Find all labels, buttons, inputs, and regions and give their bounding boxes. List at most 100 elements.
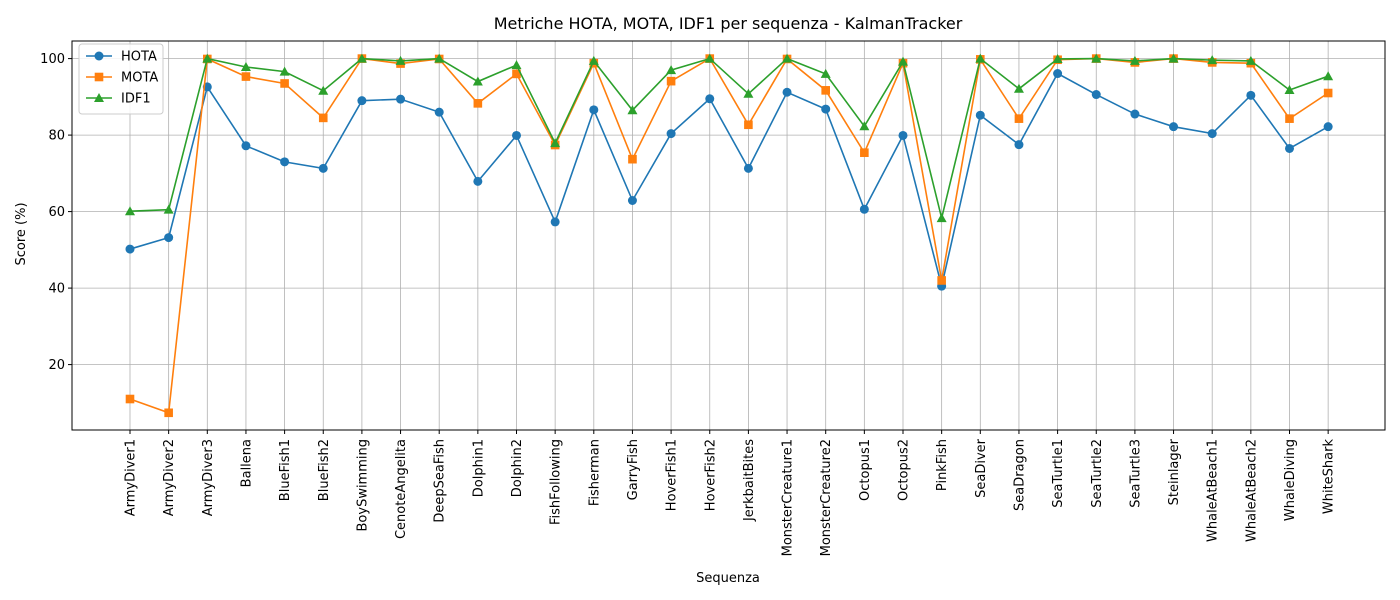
data-point-idf1 xyxy=(318,85,329,95)
data-point-idf1 xyxy=(704,53,715,63)
plot-frame xyxy=(71,40,1386,431)
data-point-mota xyxy=(821,86,830,95)
data-point-idf1 xyxy=(511,60,522,70)
x-tick-label: PinkFish xyxy=(935,439,950,491)
data-point-hota xyxy=(473,176,483,186)
x-tick-label: WhiteShark xyxy=(1322,439,1337,515)
data-point-idf1 xyxy=(820,68,831,78)
data-point-mota xyxy=(318,113,328,123)
data-point-hota xyxy=(550,217,560,227)
chart-title: Metriche HOTA, MOTA, IDF1 per sequenza -… xyxy=(494,14,963,33)
data-point-idf1 xyxy=(240,62,251,72)
x-tick-label: SeaDiver xyxy=(974,438,989,498)
data-point-mota xyxy=(280,79,289,88)
data-point-idf1 xyxy=(627,105,638,115)
data-point-mota xyxy=(628,154,637,164)
legend: HOTA MOTA IDF1 xyxy=(78,43,164,115)
data-point-hota xyxy=(1014,140,1024,150)
data-point-mota xyxy=(1285,114,1294,123)
data-point-idf1 xyxy=(1052,53,1063,63)
x-tick-label: Octopus2 xyxy=(897,439,912,501)
x-tick-label: ArmyDiver1 xyxy=(124,439,139,516)
data-point-idf1 xyxy=(550,138,561,148)
series-line-idf1 xyxy=(129,57,1329,219)
data-point-idf1 xyxy=(1129,55,1140,65)
data-point-hota xyxy=(705,94,715,104)
x-axis-label: Sequenza xyxy=(696,571,760,586)
data-point-idf1 xyxy=(1284,84,1295,94)
data-point-hota xyxy=(357,96,367,106)
y-tick-label: 80 xyxy=(48,129,65,144)
data-point-hota xyxy=(975,110,985,120)
data-point-hota xyxy=(589,105,599,115)
data-point-hota xyxy=(434,107,444,117)
legend-label: IDF1 xyxy=(121,92,151,107)
data-point-hota xyxy=(318,163,328,173)
data-point-idf1 xyxy=(356,53,367,63)
data-point-idf1 xyxy=(588,55,599,65)
data-point-idf1 xyxy=(859,121,870,131)
data-point-idf1 xyxy=(472,76,483,86)
data-point-idf1 xyxy=(1091,53,1102,63)
data-point-idf1 xyxy=(1013,83,1024,93)
x-axis: ArmyDiver1 ArmyDiver2 ArmyDiver3 Ballena Blu… xyxy=(124,430,1337,556)
data-point-hota xyxy=(1053,69,1063,79)
data-point-idf1 xyxy=(202,53,213,63)
x-tick-label: Fisherman xyxy=(587,439,602,506)
series-line-hota xyxy=(129,72,1329,287)
data-point-idf1 xyxy=(666,65,677,75)
x-tick-label: MonsterCreature1 xyxy=(781,439,796,556)
series-mota xyxy=(125,54,1333,418)
x-tick-label: DeepSeaFish xyxy=(433,439,448,523)
data-point-idf1 xyxy=(743,88,754,98)
legend-marker xyxy=(94,72,104,82)
data-point-mota xyxy=(744,120,753,130)
data-point-idf1 xyxy=(898,56,908,66)
data-point-mota xyxy=(1014,114,1024,123)
data-point-mota xyxy=(241,72,251,81)
x-tick-label: FishFollowing xyxy=(549,439,564,525)
y-tick-label: 40 xyxy=(48,282,65,297)
data-point-hota xyxy=(1130,109,1140,119)
data-point-hota xyxy=(1169,122,1179,132)
data-point-mota xyxy=(860,148,869,157)
x-tick-label: GarryFish xyxy=(626,439,641,500)
data-point-idf1 xyxy=(975,53,986,63)
x-tick-label: WhaleDiving xyxy=(1283,439,1298,521)
data-point-idf1 xyxy=(1168,53,1179,63)
data-point-mota xyxy=(164,408,173,418)
x-tick-label: SeaTurtle3 xyxy=(1128,439,1143,508)
x-tick-label: Steinlager xyxy=(1167,438,1182,505)
data-point-hota xyxy=(1091,90,1101,100)
data-point-idf1 xyxy=(279,66,290,76)
legend-item-hota: HOTA xyxy=(86,50,157,65)
x-tick-label: Dolphin2 xyxy=(510,439,525,497)
legend-label: HOTA xyxy=(121,50,157,65)
x-tick-label: Ballena xyxy=(239,439,254,487)
legend-item-mota: MOTA xyxy=(86,71,158,86)
legend-item-idf1: IDF1 xyxy=(86,92,151,107)
x-tick-label: JerkbaitBites xyxy=(742,439,757,522)
series-hota xyxy=(125,69,1333,291)
y-tick-label: 100 xyxy=(40,52,65,67)
x-tick-label: Octopus1 xyxy=(858,439,873,501)
data-point-hota xyxy=(1285,143,1294,153)
data-point-hota xyxy=(1323,122,1333,132)
data-point-hota xyxy=(164,233,174,243)
data-point-mota xyxy=(1323,88,1333,98)
legend-marker xyxy=(94,51,104,61)
x-tick-label: ArmyDiver3 xyxy=(201,439,216,516)
data-point-mota xyxy=(473,99,483,108)
series-line-mota xyxy=(129,57,1329,414)
x-tick-label: BoySwimming xyxy=(355,439,370,532)
legend-marker xyxy=(94,93,104,102)
data-point-idf1 xyxy=(1207,55,1218,65)
data-point-hota xyxy=(1207,129,1217,139)
x-tick-label: CenoteAngelita xyxy=(394,439,409,539)
data-point-hota xyxy=(666,129,676,139)
x-tick-label: WhaleAtBeach1 xyxy=(1206,439,1221,542)
data-point-hota xyxy=(627,196,637,206)
y-tick-label: 20 xyxy=(48,358,65,373)
data-point-mota xyxy=(937,276,946,285)
